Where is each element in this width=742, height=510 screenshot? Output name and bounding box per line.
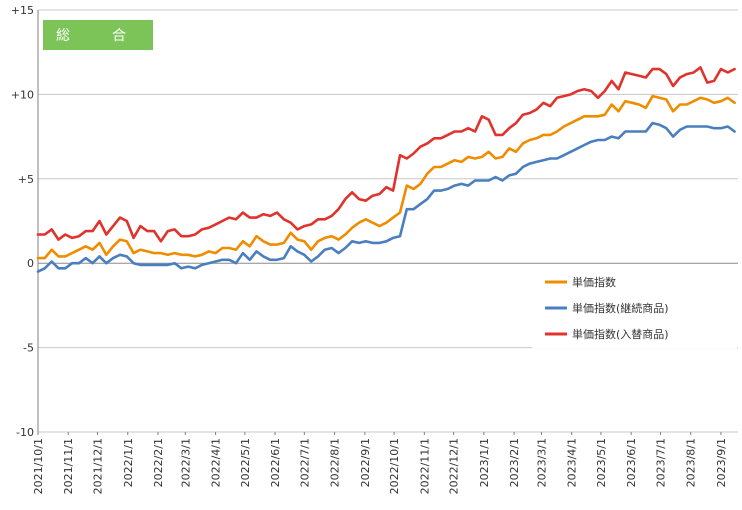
legend-label-2: 単価指数(入替商品)	[572, 327, 669, 341]
x-tick-label: 2023/2/1	[508, 438, 521, 487]
x-tick-label: 2022/3/1	[179, 438, 192, 487]
gridlines	[38, 9, 738, 433]
x-tick-label: 2023/5/1	[595, 438, 608, 487]
legend-label-1: 単価指数(継続商品)	[572, 301, 669, 315]
x-tick-label: 2023/4/1	[566, 438, 579, 487]
x-tick-labels: 2021/10/1 2021/11/1 2021/12/1 2022/1/1 2022/…	[32, 432, 728, 494]
x-tick-label: 2022/8/1	[329, 438, 342, 487]
title-badge-background	[43, 20, 153, 50]
legend-label-0: 単価指数	[572, 275, 616, 289]
y-tick-label: -5	[23, 342, 34, 355]
x-tick-label: 2022/5/1	[239, 438, 252, 487]
series-line-0	[36, 94, 736, 260]
x-tick-label: 2023/1/1	[478, 438, 491, 487]
x-tick-label: 2021/11/1	[62, 438, 75, 494]
x-tick-label: 2022/11/1	[418, 438, 431, 494]
x-tick-label: 2022/4/1	[210, 438, 223, 487]
y-tick-label: +15	[11, 4, 34, 17]
x-tick-label: 2022/7/1	[298, 438, 311, 487]
x-tick-label: 2022/10/1	[388, 438, 401, 494]
x-tick-label: 2022/6/1	[269, 438, 282, 487]
y-tick-label: +10	[11, 88, 34, 101]
x-tick-label: 2022/12/1	[448, 438, 461, 494]
x-tick-label: 2023/8/1	[685, 438, 698, 487]
series-line-1	[36, 121, 736, 273]
y-tick-label: +5	[18, 173, 34, 186]
series-lines	[36, 66, 736, 273]
x-tick-label: 2022/2/1	[152, 438, 165, 487]
x-tick-label: 2023/7/1	[654, 438, 667, 487]
x-tick-label: 2023/9/1	[715, 438, 728, 487]
chart-title: 総 合	[56, 28, 140, 44]
x-tick-label: 2023/6/1	[625, 438, 638, 487]
chart-title-badge: 総 合	[43, 20, 153, 50]
series-line-2	[36, 66, 736, 243]
x-tick-label: 2021/10/1	[32, 438, 45, 494]
y-tick-label: -10	[16, 426, 34, 439]
x-tick-label: 2021/12/1	[92, 438, 105, 494]
y-tick-labels: +15 +10 +5 0 -5 -10	[11, 4, 34, 439]
x-tick-label: 2022/9/1	[359, 438, 372, 487]
x-tick-label: 2022/1/1	[122, 438, 135, 487]
x-tick-label: 2023/3/1	[535, 438, 548, 487]
y-tick-label: 0	[27, 257, 34, 270]
